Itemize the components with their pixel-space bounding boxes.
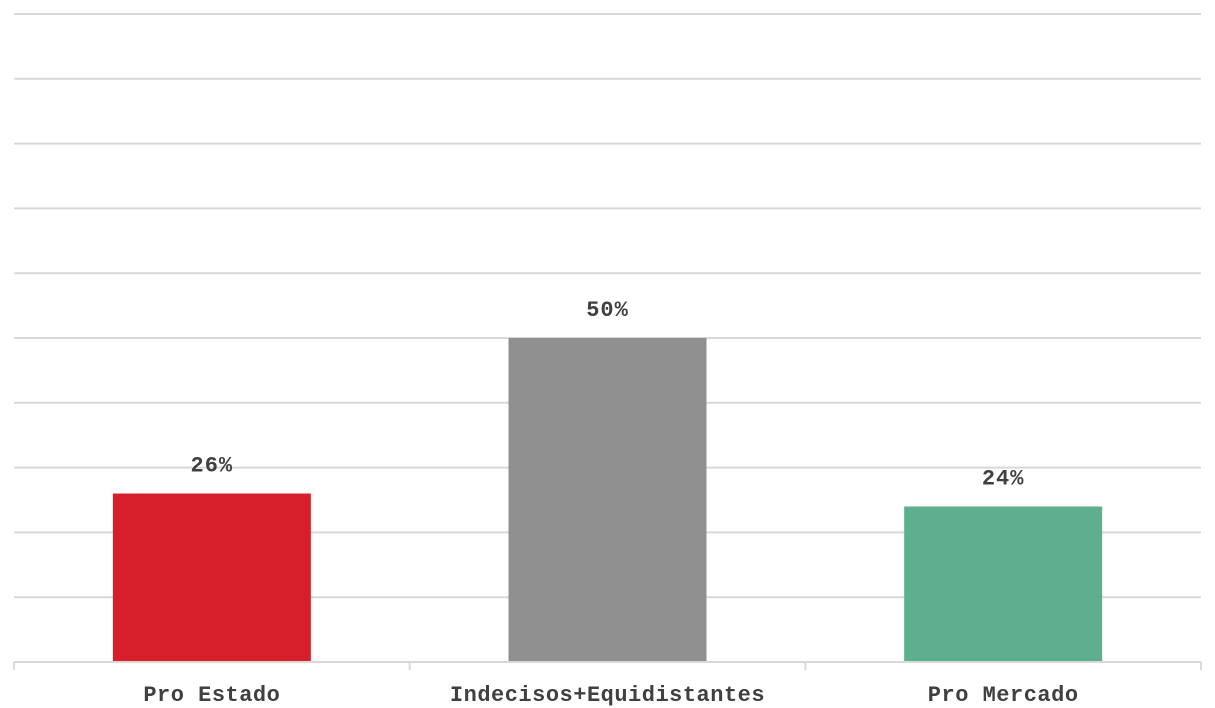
label-layer: 26% Pro Estado 50% Indecisos+Equidistantes 2… [143,298,1078,708]
bar [112,493,311,662]
category-label: Pro Mercado [928,683,1079,708]
data-label: 26% [191,454,234,479]
data-label: 24% [982,466,1025,491]
bar [904,506,1103,662]
category-label: Indecisos+Equidistantes [450,683,765,708]
bar [508,338,707,662]
data-label: 50% [586,298,629,323]
category-label: Pro Estado [143,683,280,708]
bar-layer [112,338,1103,662]
axis-layer [13,661,1202,670]
